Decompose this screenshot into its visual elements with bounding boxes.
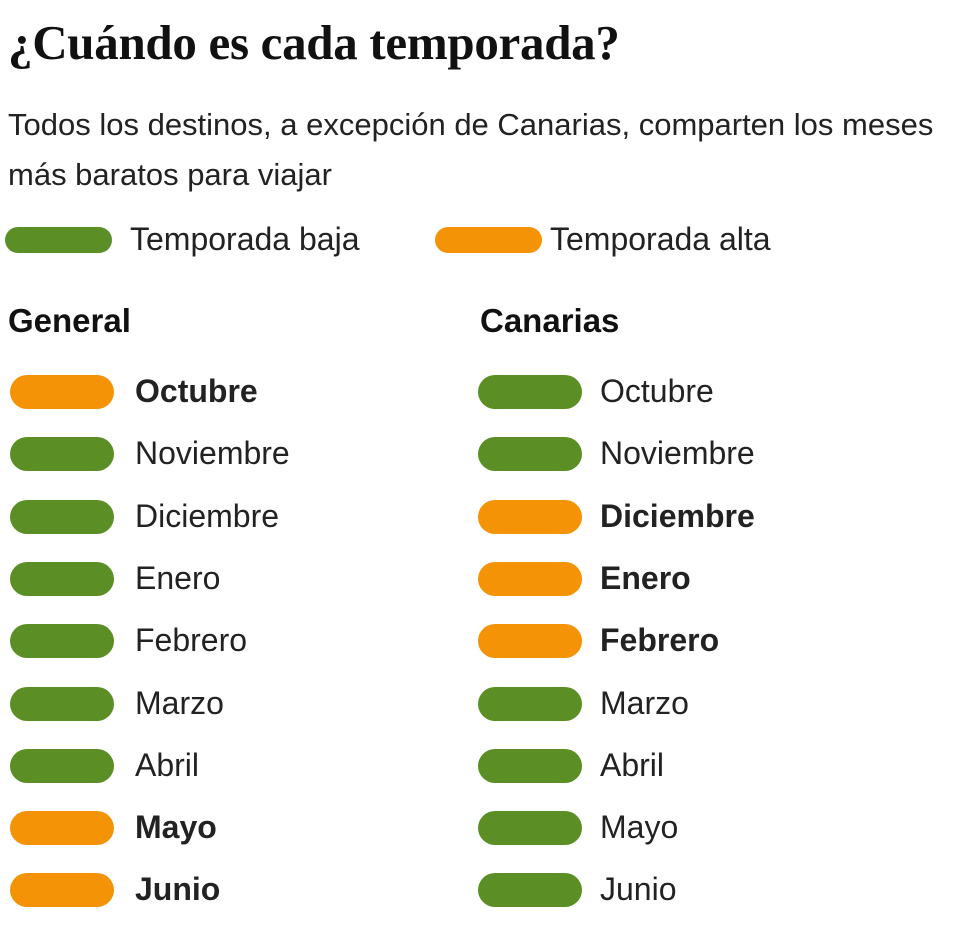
season-pill bbox=[478, 811, 582, 846]
month-label: Marzo bbox=[135, 684, 224, 721]
season-pill bbox=[478, 561, 582, 596]
season-pill bbox=[478, 686, 582, 721]
season-pill bbox=[478, 375, 582, 409]
season-pill bbox=[10, 499, 114, 534]
month-label: Abril bbox=[135, 746, 200, 783]
season-pill bbox=[10, 811, 114, 846]
season-pill bbox=[478, 437, 582, 472]
month-label: Noviembre bbox=[600, 435, 755, 472]
month-label: Diciembre bbox=[600, 497, 755, 534]
month-label: Febrero bbox=[135, 622, 248, 659]
month-label: Octubre bbox=[600, 373, 714, 409]
month-label: Junio bbox=[135, 871, 221, 908]
season-pill bbox=[10, 686, 114, 721]
month-label: Marzo bbox=[600, 684, 689, 721]
title: ¿Cuándo es cada temporada? bbox=[8, 15, 620, 70]
subtitle: Todos los destinos, a excepción de Canar… bbox=[8, 107, 934, 192]
month-label: Enero bbox=[600, 559, 691, 596]
season-pill bbox=[478, 873, 582, 908]
legend-label: Temporada baja bbox=[130, 221, 360, 257]
season-pill bbox=[10, 375, 114, 409]
season-pill bbox=[478, 748, 582, 783]
season-pill bbox=[10, 873, 114, 908]
month-label: Junio bbox=[600, 871, 677, 908]
season-pill bbox=[10, 748, 114, 783]
season-pill bbox=[10, 561, 114, 596]
month-label: Mayo bbox=[600, 809, 679, 846]
month-label: Octubre bbox=[135, 373, 258, 409]
column-title: Canarias bbox=[480, 302, 620, 339]
season-pill bbox=[10, 624, 114, 659]
column-title: General bbox=[8, 302, 131, 339]
legend-swatch bbox=[5, 227, 112, 253]
month-label: Mayo bbox=[135, 809, 217, 846]
month-label: Enero bbox=[135, 559, 221, 596]
season-pill bbox=[478, 499, 582, 534]
legend-label: Temporada alta bbox=[550, 221, 771, 257]
month-label: Abril bbox=[600, 746, 665, 783]
month-label: Diciembre bbox=[135, 497, 280, 534]
season-pill bbox=[478, 624, 582, 659]
month-label: Noviembre bbox=[135, 435, 290, 472]
legend-swatch bbox=[435, 227, 542, 253]
month-label: Febrero bbox=[600, 622, 720, 659]
season-pill bbox=[10, 437, 114, 472]
